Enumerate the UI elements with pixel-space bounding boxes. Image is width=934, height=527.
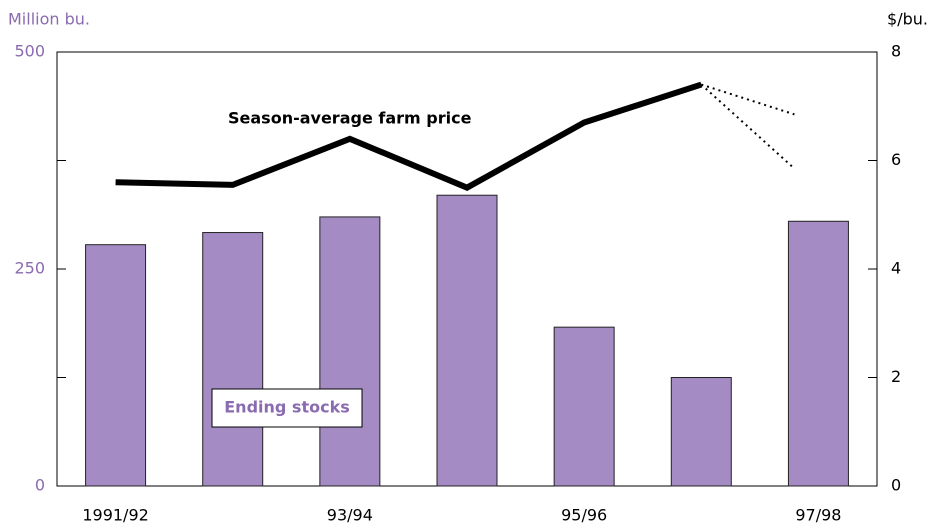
y-tick-label: 250: [14, 259, 45, 278]
stocks-label-box: [211, 388, 363, 428]
y2-tick-label: 4: [891, 259, 901, 278]
y-tick-label: 500: [14, 42, 45, 61]
price-projection: [700, 83, 795, 116]
x-tick-label: 93/94: [327, 506, 373, 525]
bar: [85, 244, 147, 487]
y2-axis-label: $/bu.: [887, 10, 928, 29]
x-tick-label: 97/98: [795, 506, 841, 525]
y2-tick-label: 8: [891, 42, 901, 61]
bar: [670, 377, 732, 487]
y-axis-label: Million bu.: [8, 10, 90, 29]
bar: [436, 194, 498, 487]
bar: [553, 326, 615, 487]
bar: [319, 216, 381, 487]
y-tick-label: 0: [35, 476, 45, 495]
stocks-label: Ending stocks: [224, 398, 349, 417]
y2-tick-label: 6: [891, 150, 901, 169]
price-label: Season-average farm price: [228, 109, 472, 128]
y2-tick-label: 0: [891, 476, 901, 495]
bar: [787, 220, 849, 487]
price-line: [115, 81, 703, 191]
x-tick-label: 1991/92: [82, 506, 148, 525]
y2-tick-label: 2: [891, 367, 901, 386]
bar: [202, 232, 264, 487]
x-tick-label: 95/96: [561, 506, 607, 525]
price-projection: [700, 83, 796, 170]
